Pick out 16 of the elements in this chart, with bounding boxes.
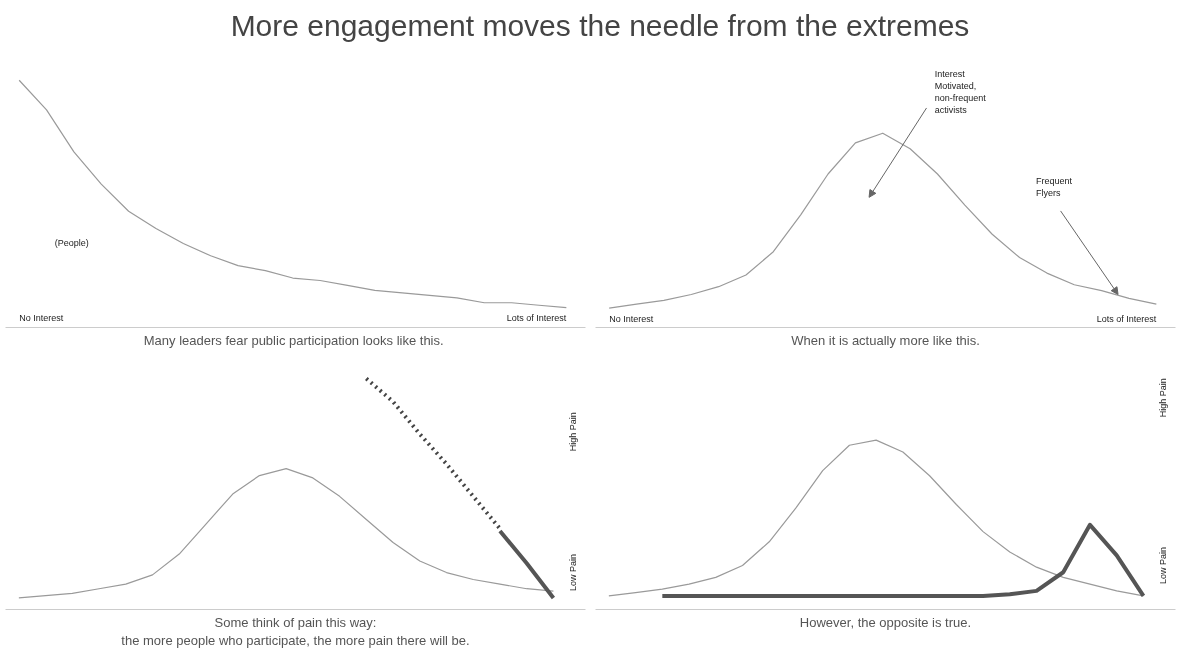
annotation: Low Pain: [1158, 546, 1169, 584]
x-axis-title: However, the opposite is true.: [799, 614, 972, 630]
annotation: Frequent Flyers: [1035, 175, 1073, 198]
x-axis-title: Many leaders fear public participation looks like this.: [143, 332, 444, 348]
annotation: No Interest: [19, 312, 64, 323]
annotation: (People): [54, 238, 89, 249]
annotation: No Interest: [609, 313, 654, 324]
text: High Pain: [1158, 378, 1169, 418]
annotation: High Pain: [568, 412, 579, 452]
annotation: Lots of Interest: [1096, 313, 1157, 324]
text: Interest Motivated, non-frequent activists: [934, 69, 987, 116]
annotation: Low Pain: [568, 554, 579, 592]
x-axis-title: When it is actually more like this.: [791, 332, 980, 348]
annotation: Lots of Interest: [506, 312, 567, 323]
chart-title: More engagement moves the needle from the extremes: [230, 8, 970, 44]
x-axis-title: Some think of pain this way: the more people who participate, the more pain there will be.: [121, 614, 470, 648]
